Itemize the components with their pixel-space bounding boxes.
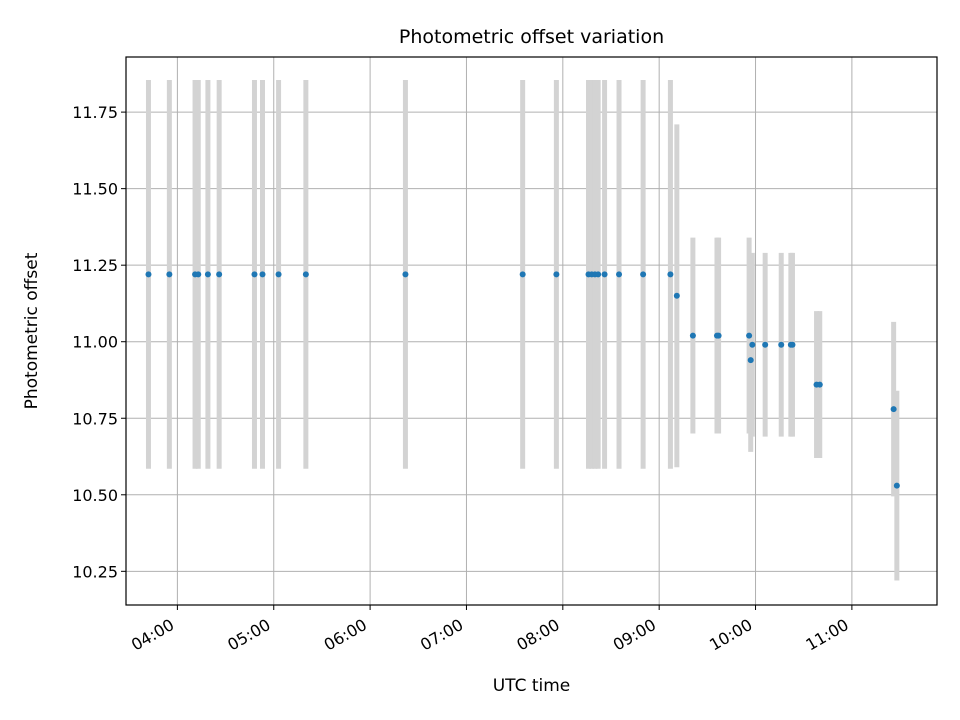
- y-tick-label: 11.75: [72, 103, 118, 122]
- data-points: [145, 271, 900, 489]
- data-point: [601, 271, 608, 278]
- data-point: [749, 341, 756, 348]
- data-point: [402, 271, 409, 278]
- y-axis-ticks: 10.25 10.50 10.75 11.00 11.25 11.50 11.75: [72, 103, 126, 581]
- data-point: [746, 332, 753, 339]
- data-point: [816, 381, 823, 388]
- data-point: [640, 271, 647, 278]
- plot-frame: [125, 56, 938, 606]
- y-tick-label: 11.00: [72, 333, 118, 352]
- data-point: [519, 271, 526, 278]
- data-point: [259, 271, 266, 278]
- y-tick-label: 10.75: [72, 409, 118, 428]
- x-axis-label: UTC time: [493, 676, 571, 696]
- data-point: [553, 271, 560, 278]
- data-point: [778, 341, 785, 348]
- data-point: [275, 271, 282, 278]
- data-point: [689, 332, 696, 339]
- data-point: [204, 271, 211, 278]
- data-point: [145, 271, 152, 278]
- data-point: [747, 357, 754, 364]
- y-tick-label: 11.50: [72, 180, 118, 199]
- data-point: [166, 271, 173, 278]
- data-point: [762, 341, 769, 348]
- data-point: [667, 271, 674, 278]
- data-point: [195, 271, 202, 278]
- data-point: [715, 332, 722, 339]
- data-point: [673, 292, 680, 299]
- data-point: [251, 271, 258, 278]
- chart-title: Photometric offset variation: [399, 26, 664, 48]
- grid: [126, 57, 937, 605]
- data-point: [890, 406, 897, 413]
- data-point: [595, 271, 602, 278]
- data-point: [893, 482, 900, 489]
- data-point: [216, 271, 223, 278]
- y-tick-label: 11.25: [72, 256, 118, 275]
- data-point: [616, 271, 623, 278]
- y-tick-label: 10.25: [72, 562, 118, 581]
- y-axis-label: Photometric offset: [22, 252, 42, 409]
- y-tick-label: 10.50: [72, 486, 118, 505]
- data-point: [789, 341, 796, 348]
- data-point: [302, 271, 309, 278]
